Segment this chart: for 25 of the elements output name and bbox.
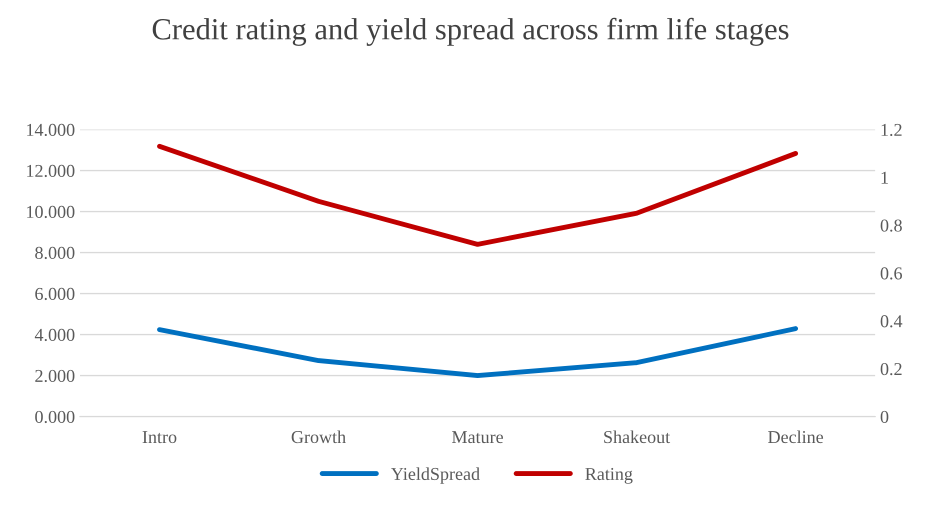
y-tick-label: 2.000 [35,370,74,382]
y2-tick-label: 0.4 [880,315,902,328]
line-series [157,326,798,378]
x-tick-label: Intro [142,431,176,444]
y2-tick-label: 0.6 [880,267,902,280]
y-tick-label: 4.000 [34,328,74,342]
y-tick-label: 10.000 [27,206,74,218]
y-tick-label: 12.000 [27,164,74,178]
y-tick-label: 14.000 [27,124,74,136]
y2-tick-label: 0.8 [880,219,902,232]
y2-tick-label: 0 [880,410,888,423]
y-tick-label: 6.000 [35,288,74,300]
chart-title: Credit rating and yield spread across firm life stages [152,18,788,46]
legend-label: YieldSpread [391,467,480,484]
y2-tick-label: 1.2 [882,124,902,136]
y-tick-label: 0.000 [35,410,74,424]
y-tick-label: 8.000 [35,246,74,260]
x-tick-label: Decline [768,430,824,444]
y2-tick-label: 0.2 [880,362,902,376]
y2-tick-label: 1 [882,172,888,184]
legend-label: Rating [585,468,633,484]
x-tick-label: Shakeout [604,430,670,444]
x-tick-label: Growth [292,430,346,444]
line-series [157,144,798,247]
x-tick-label: Mature [452,431,503,444]
